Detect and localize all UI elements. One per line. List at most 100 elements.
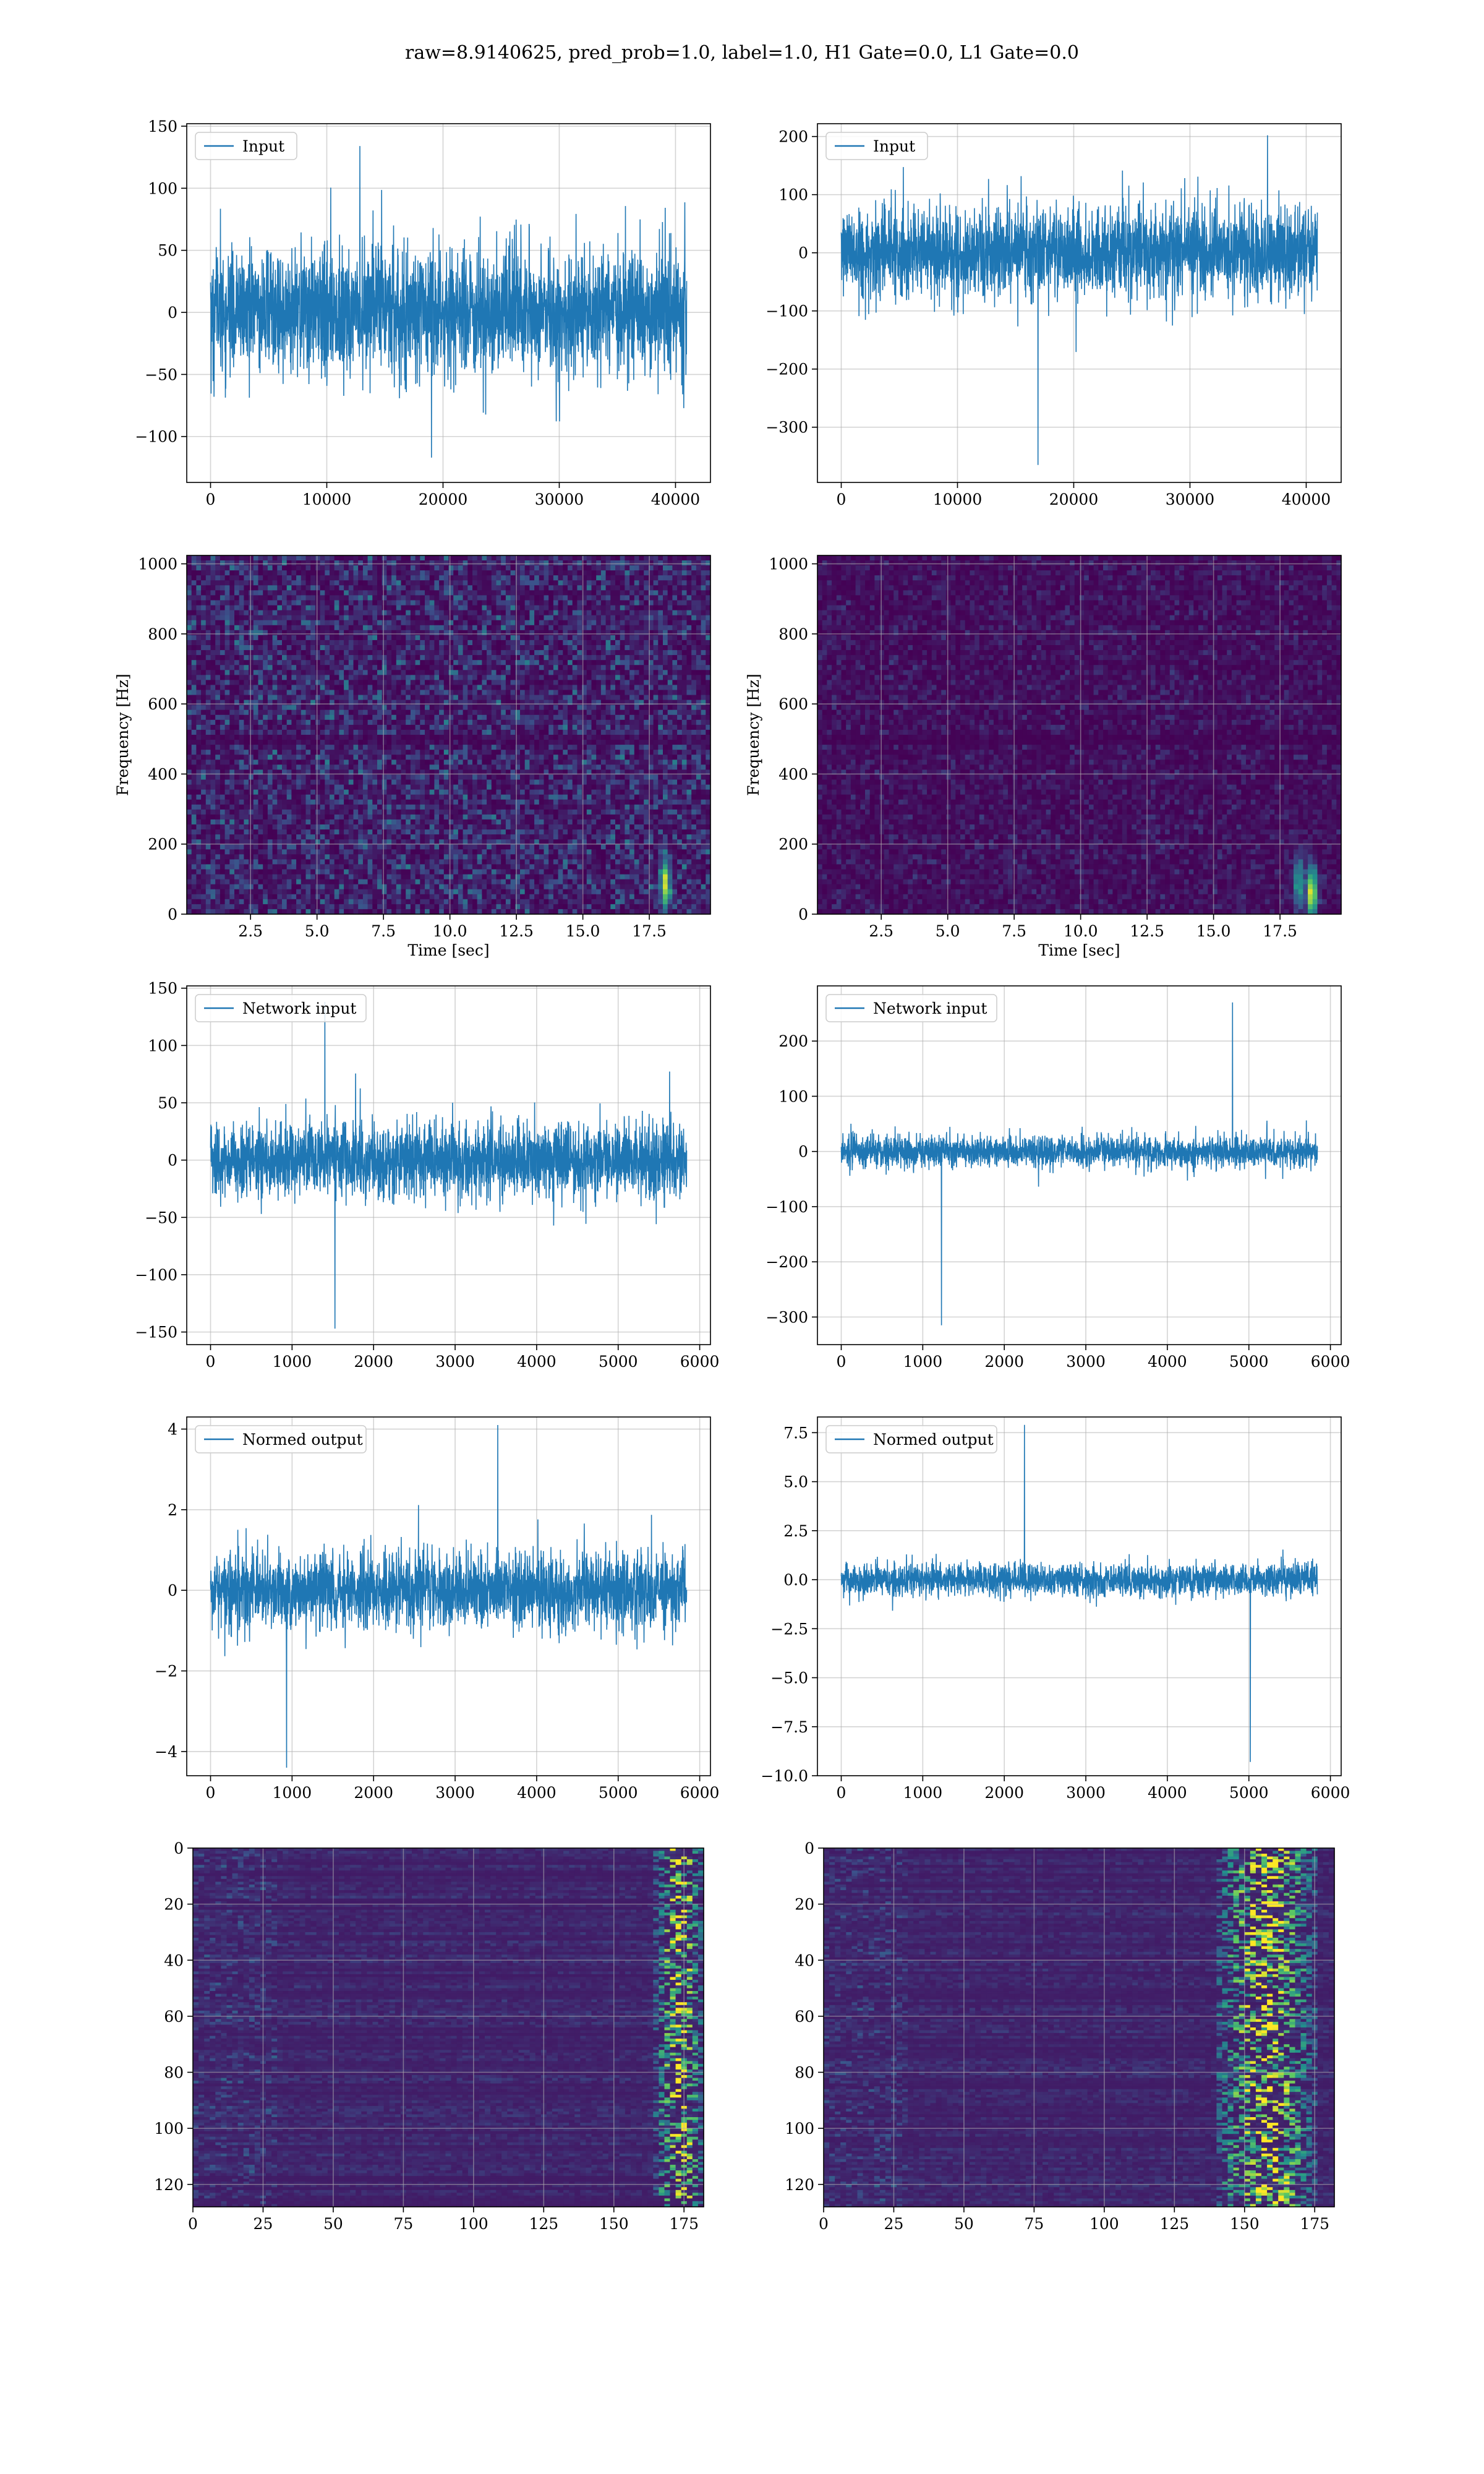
heatmap-cell bbox=[348, 874, 354, 880]
heatmap-cell bbox=[196, 585, 202, 591]
heatmap-cell bbox=[191, 695, 197, 701]
heatmap-cell bbox=[429, 774, 435, 781]
heatmap-cell bbox=[191, 610, 197, 616]
heatmap-cell bbox=[501, 680, 506, 686]
heatmap-cell bbox=[453, 904, 459, 910]
heatmap-cell bbox=[220, 849, 226, 855]
heatmap-cell bbox=[220, 635, 226, 641]
heatmap-cell bbox=[258, 709, 263, 716]
heatmap-cell bbox=[210, 704, 216, 711]
heatmap-cell bbox=[210, 844, 216, 850]
heatmap-cell bbox=[420, 755, 425, 760]
heatmap-cell bbox=[425, 704, 430, 711]
heatmap-cell bbox=[310, 709, 316, 716]
heatmap-cell bbox=[301, 814, 307, 820]
heatmap-cell bbox=[224, 704, 230, 711]
heatmap-cell bbox=[406, 600, 411, 606]
heatmap-cell bbox=[453, 784, 459, 790]
heatmap-cell bbox=[358, 750, 364, 755]
heatmap-cell bbox=[305, 740, 311, 745]
heatmap-cell bbox=[367, 829, 373, 835]
heatmap-cell bbox=[334, 675, 339, 680]
heatmap-cell bbox=[386, 899, 392, 905]
heatmap-cell bbox=[229, 650, 235, 656]
heatmap-cell bbox=[348, 755, 354, 760]
heatmap-cell bbox=[401, 854, 406, 860]
heatmap-cell bbox=[491, 719, 497, 726]
heatmap-cell bbox=[467, 909, 473, 915]
heatmap-cell bbox=[477, 670, 482, 675]
heatmap-cell bbox=[377, 595, 383, 601]
heatmap-cell bbox=[187, 909, 192, 915]
heatmap-cell bbox=[406, 655, 411, 661]
heatmap-cell bbox=[210, 630, 216, 636]
heatmap-cell bbox=[339, 809, 344, 815]
heatmap-cell bbox=[315, 745, 321, 750]
heatmap-cell bbox=[301, 719, 307, 726]
heatmap-cell bbox=[453, 685, 459, 691]
heatmap-cell bbox=[339, 849, 344, 855]
heatmap-cell bbox=[425, 844, 430, 850]
heatmap-cell bbox=[439, 769, 445, 776]
heatmap-cell bbox=[315, 580, 321, 586]
heatmap-cell bbox=[310, 729, 316, 735]
heatmap-cell bbox=[372, 645, 378, 651]
heatmap-cell bbox=[362, 555, 369, 561]
legend[interactable]: Input bbox=[195, 132, 297, 160]
heatmap-cell bbox=[458, 849, 464, 855]
heatmap-cell bbox=[377, 565, 383, 571]
heatmap-cell bbox=[410, 864, 416, 870]
heatmap-cell bbox=[201, 580, 207, 586]
heatmap-cell bbox=[325, 864, 330, 870]
heatmap-cell bbox=[420, 729, 425, 735]
heatmap-cell bbox=[215, 760, 221, 765]
heatmap-cell bbox=[286, 769, 292, 776]
heatmap-cell bbox=[205, 844, 211, 850]
heatmap-cell bbox=[463, 615, 468, 621]
heatmap-cell bbox=[272, 869, 278, 875]
heatmap-cell bbox=[458, 814, 464, 820]
heatmap-cell bbox=[429, 760, 435, 765]
heatmap-cell bbox=[339, 690, 344, 696]
heatmap-cell bbox=[415, 829, 420, 835]
heatmap-cell bbox=[458, 839, 464, 845]
heatmap-cell bbox=[224, 600, 230, 606]
heatmap-cell bbox=[325, 595, 330, 601]
heatmap-cell bbox=[196, 864, 202, 870]
heatmap-cell bbox=[325, 789, 330, 795]
heatmap-cell bbox=[482, 580, 487, 586]
heatmap-cell bbox=[220, 784, 226, 790]
heatmap-cell bbox=[196, 750, 202, 755]
heatmap-cell bbox=[244, 700, 249, 706]
heatmap-cell bbox=[320, 899, 325, 905]
heatmap-cell bbox=[301, 640, 307, 646]
heatmap-cell bbox=[448, 789, 454, 795]
heatmap-cell bbox=[315, 719, 321, 726]
heatmap-cell bbox=[439, 704, 445, 711]
heatmap-cell bbox=[448, 570, 454, 576]
heatmap-cell bbox=[377, 839, 383, 845]
heatmap-cell bbox=[234, 630, 240, 636]
heatmap-cell bbox=[244, 595, 249, 601]
heatmap-cell bbox=[215, 650, 221, 656]
heatmap-cell bbox=[210, 769, 216, 776]
heatmap-cell bbox=[344, 555, 349, 561]
heatmap-cell bbox=[353, 794, 359, 800]
heatmap-cell bbox=[487, 714, 492, 721]
heatmap-cell bbox=[448, 755, 454, 760]
heatmap-cell bbox=[367, 585, 373, 591]
heatmap-cell bbox=[196, 745, 202, 750]
heatmap-cell bbox=[496, 709, 501, 716]
heatmap-cell bbox=[291, 670, 297, 675]
heatmap-cell bbox=[244, 779, 249, 785]
heatmap-cell bbox=[467, 665, 473, 670]
legend[interactable]: Input bbox=[825, 132, 928, 160]
heatmap-cell bbox=[353, 605, 359, 611]
heatmap-cell bbox=[315, 904, 321, 910]
heatmap-cell bbox=[443, 555, 450, 561]
heatmap-cell bbox=[448, 625, 454, 631]
heatmap-cell bbox=[305, 714, 311, 721]
heatmap-cell bbox=[391, 670, 397, 675]
heatmap-cell bbox=[410, 884, 416, 890]
heatmap-cell bbox=[249, 570, 254, 576]
